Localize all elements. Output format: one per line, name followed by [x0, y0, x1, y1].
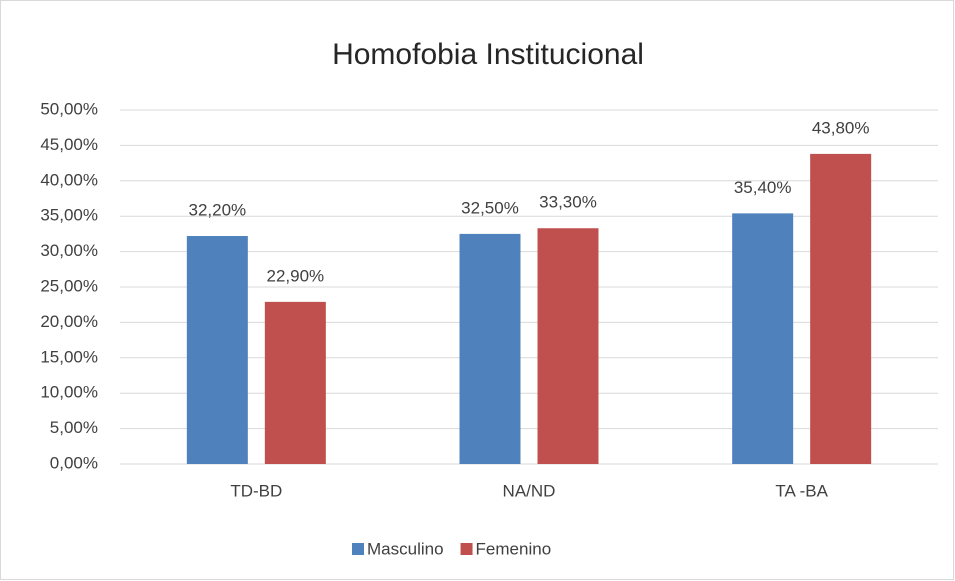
bar [810, 153, 872, 464]
legend-label: Masculino [367, 539, 444, 558]
data-label: 22,90% [266, 266, 324, 285]
legend-swatch [460, 543, 473, 555]
data-label: 32,50% [461, 198, 519, 217]
bar [537, 228, 599, 464]
bar [264, 301, 326, 464]
x-tick-label: TD-BD [230, 481, 282, 500]
legend-label: Femenino [476, 539, 552, 558]
y-tick-label: 45,00% [40, 135, 98, 154]
bar [186, 236, 248, 464]
legend-swatch [352, 543, 364, 555]
y-tick-label: 15,00% [40, 347, 98, 366]
bar [732, 213, 794, 464]
bar [459, 233, 521, 464]
y-tick-label: 40,00% [40, 170, 98, 189]
y-tick-label: 20,00% [40, 312, 98, 331]
chart-title: Homofobia Institucional [332, 38, 644, 71]
data-label: 35,40% [734, 178, 792, 197]
data-label: 43,80% [812, 118, 870, 137]
y-tick-label: 35,00% [40, 206, 98, 225]
x-tick-label: NA/ND [503, 481, 556, 500]
y-tick-label: 0,00% [50, 453, 98, 472]
x-tick-label: TA -BA [775, 481, 828, 500]
data-label: 33,30% [539, 193, 597, 212]
y-tick-label: 5,00% [50, 418, 98, 437]
y-tick-label: 50,00% [40, 99, 98, 118]
data-label: 32,20% [188, 201, 246, 220]
y-tick-label: 25,00% [40, 276, 98, 295]
y-tick-label: 30,00% [40, 241, 98, 260]
y-tick-label: 10,00% [40, 383, 98, 402]
